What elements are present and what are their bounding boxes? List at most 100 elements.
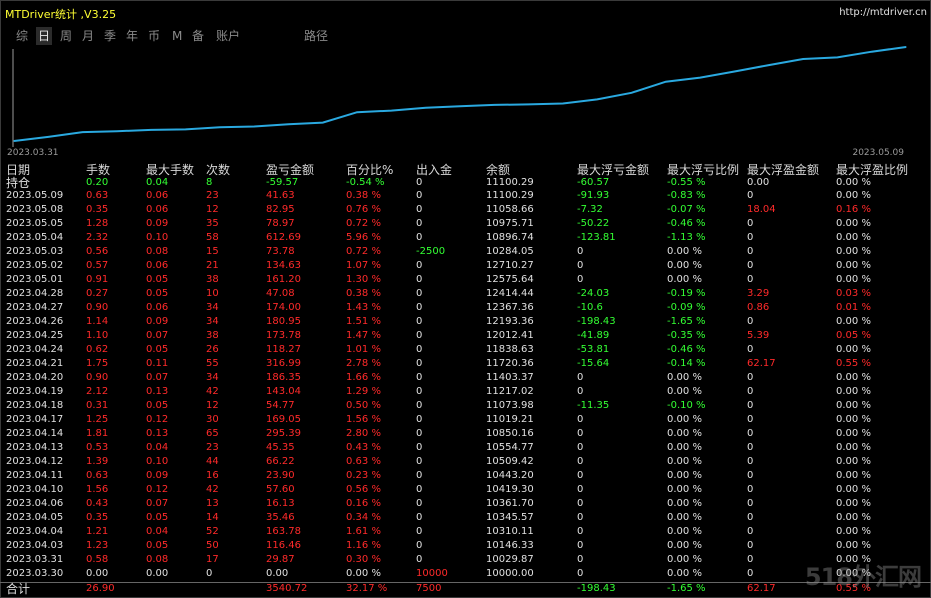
table-cell: 10554.77 bbox=[486, 442, 534, 453]
tab-0[interactable]: 综 bbox=[16, 29, 29, 43]
table-cell: 1.66 % bbox=[346, 372, 381, 383]
table-cell: 2023.05.04 bbox=[6, 232, 64, 243]
tab-5[interactable]: 年 bbox=[126, 29, 139, 43]
table-cell: 0 bbox=[747, 540, 754, 551]
table-cell: 0.00 % bbox=[667, 442, 702, 453]
table-cell: 0.00 % bbox=[667, 386, 702, 397]
table-cell: 2023.04.17 bbox=[6, 414, 64, 425]
table-cell: 23 bbox=[206, 442, 219, 453]
table-cell: 0 bbox=[416, 540, 423, 551]
table-cell: 0 bbox=[747, 484, 754, 495]
table-cell: 0 bbox=[747, 498, 754, 509]
tab-2[interactable]: 周 bbox=[60, 29, 73, 43]
table-row: 2023.04.20 0.90 0.07 34 186.35 1.66 % 0 11403.3… bbox=[0, 372, 931, 386]
table-cell: 65 bbox=[206, 428, 219, 439]
equity-point bbox=[47, 136, 49, 138]
tab-10[interactable]: 路径 bbox=[304, 29, 329, 43]
table-cell: 12575.64 bbox=[486, 274, 534, 285]
table-cell: 0 bbox=[747, 512, 754, 523]
tab-1[interactable]: 日 bbox=[36, 27, 53, 45]
equity-point bbox=[390, 109, 392, 112]
table-cell: 12 bbox=[206, 204, 219, 215]
table-cell: 161.20 bbox=[266, 274, 301, 285]
table-header: 日期 手数 最大手数 次数 盈亏金额 百分比% 出入金 余额 最大浮亏金额 最大浮亏比例 最大浮盈金… bbox=[0, 161, 931, 177]
table-cell: 0.00 % bbox=[836, 177, 871, 188]
table-cell: 5.96 % bbox=[346, 232, 381, 243]
table-cell: 0 bbox=[416, 190, 423, 201]
table-cell: 0.12 bbox=[146, 484, 169, 495]
table-cell: 0.04 bbox=[146, 526, 169, 537]
table-cell: -41.89 bbox=[577, 330, 610, 341]
table-cell: 0.27 bbox=[86, 288, 109, 299]
table-cell: 1.23 bbox=[86, 540, 109, 551]
table-cell: 32.17 % bbox=[346, 583, 388, 594]
table-cell: 0.00 bbox=[86, 568, 109, 579]
table-cell: 0.10 bbox=[146, 456, 169, 467]
table-cell: 11019.21 bbox=[486, 414, 534, 425]
table-cell: 0.04 bbox=[146, 177, 169, 188]
table-cell: 2023.05.02 bbox=[6, 260, 64, 271]
table-row: 2023.04.25 1.10 0.07 38 173.78 1.47 % 0 12012.4… bbox=[0, 330, 931, 344]
table-cell: 29.87 bbox=[266, 554, 295, 565]
table-cell: 0.00 % bbox=[836, 190, 871, 201]
table-cell: 10000.00 bbox=[486, 568, 534, 579]
table-cell: 0.08 bbox=[146, 246, 169, 257]
chart-x-end-label: 2023.05.09 bbox=[852, 148, 904, 158]
table-cell: 0 bbox=[416, 316, 423, 327]
tab-7[interactable]: M bbox=[172, 29, 183, 43]
table-cell: 0 bbox=[747, 428, 754, 439]
table-cell: 10146.33 bbox=[486, 540, 534, 551]
table-cell: 2023.04.06 bbox=[6, 498, 64, 509]
table-cell: 0.00 % bbox=[836, 442, 871, 453]
table-cell: -0.19 % bbox=[667, 288, 706, 299]
table-cell: 0.00 % bbox=[836, 414, 871, 425]
table-cell: -91.93 bbox=[577, 190, 610, 201]
table-cell: 1.25 bbox=[86, 414, 109, 425]
table-cell: 0.00 % bbox=[667, 540, 702, 551]
table-cell: 0 bbox=[577, 512, 584, 523]
table-cell: 143.04 bbox=[266, 386, 301, 397]
column-header: 最大浮亏金额 bbox=[577, 163, 650, 177]
equity-point bbox=[733, 70, 736, 73]
table-row: 2023.04.14 1.81 0.13 65 295.39 2.80 % 0 10850.1… bbox=[0, 428, 931, 442]
table-cell: 2023.04.18 bbox=[6, 400, 64, 411]
column-header: 出入金 bbox=[416, 163, 453, 177]
table-cell: 0 bbox=[747, 400, 754, 411]
table-cell: 58 bbox=[206, 232, 219, 243]
website-link[interactable]: http://mtdriver.cn bbox=[839, 7, 927, 18]
tab-4[interactable]: 季 bbox=[104, 29, 117, 43]
table-cell: 2023.04.20 bbox=[6, 372, 64, 383]
equity-point bbox=[287, 123, 290, 125]
table-cell: 11403.37 bbox=[486, 372, 534, 383]
table-cell: 0.00 % bbox=[836, 470, 871, 481]
table-cell: 35 bbox=[206, 218, 219, 229]
tab-6[interactable]: 币 bbox=[148, 29, 161, 43]
table-cell: 0.05 bbox=[146, 400, 169, 411]
table-cell: 52 bbox=[206, 526, 219, 537]
table-row: 2023.04.28 0.27 0.05 10 47.08 0.38 % 0 12414.44… bbox=[0, 288, 931, 302]
table-cell: 116.46 bbox=[266, 540, 301, 551]
table-cell: 1.16 % bbox=[346, 540, 381, 551]
table-cell: -10.6 bbox=[577, 302, 603, 313]
equity-point bbox=[150, 129, 152, 131]
table-row: 2023.04.11 0.63 0.09 16 23.90 0.23 % 0 10443.20… bbox=[0, 470, 931, 484]
tab-3[interactable]: 月 bbox=[82, 29, 95, 43]
table-cell: 0.05 bbox=[146, 540, 169, 551]
table-cell: 118.27 bbox=[266, 344, 301, 355]
table-cell: 0 bbox=[416, 274, 423, 285]
table-cell: 11720.36 bbox=[486, 358, 534, 369]
table-cell: 1.14 bbox=[86, 316, 109, 327]
tab-9[interactable]: 账户 bbox=[216, 29, 241, 43]
table-cell: 0 bbox=[577, 260, 584, 271]
table-cell: 0 bbox=[577, 456, 584, 467]
equity-point bbox=[905, 46, 907, 48]
column-header: 百分比% bbox=[346, 163, 394, 177]
equity-point bbox=[253, 125, 255, 128]
tab-8[interactable]: 备 bbox=[192, 29, 205, 43]
table-cell: 186.35 bbox=[266, 372, 301, 383]
table-cell: 2.80 % bbox=[346, 428, 381, 439]
table-cell: 23 bbox=[206, 190, 219, 201]
table-cell: 134.63 bbox=[266, 260, 301, 271]
equity-point bbox=[562, 102, 564, 105]
table-cell: 2023.04.25 bbox=[6, 330, 64, 341]
